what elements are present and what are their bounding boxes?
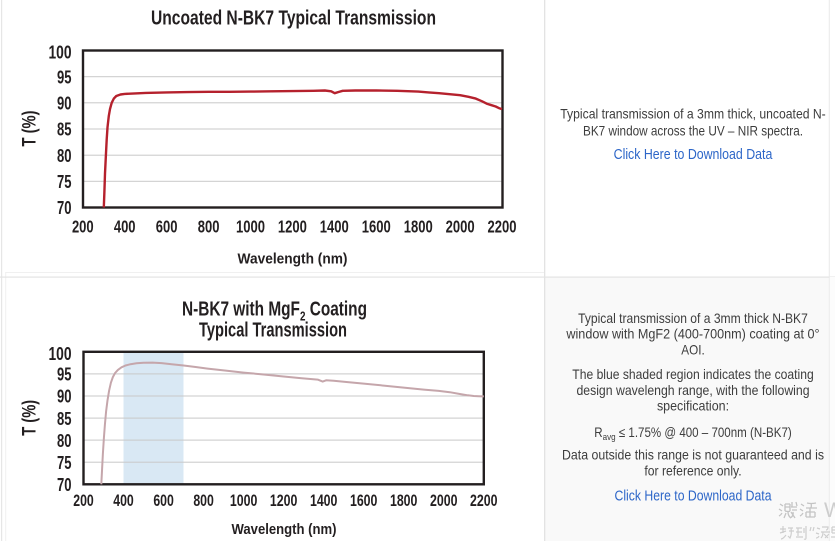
svg-text:85: 85 <box>57 120 72 140</box>
svg-text:2200: 2200 <box>488 217 517 237</box>
svg-text:90: 90 <box>57 94 72 114</box>
svg-text:70: 70 <box>57 198 72 218</box>
svg-text:400: 400 <box>114 217 136 237</box>
svg-text:85: 85 <box>57 409 72 429</box>
svg-text:Typical Transmission: Typical Transmission <box>199 320 347 342</box>
svg-text:200: 200 <box>73 491 94 510</box>
svg-text:1200: 1200 <box>278 217 307 237</box>
svg-text:Uncoated N-BK7 Typical Transmi: Uncoated N-BK7 Typical Transmission <box>151 8 436 30</box>
svg-text:100: 100 <box>49 43 72 63</box>
svg-text:1400: 1400 <box>320 217 349 237</box>
svg-text:Typical transmission of a 3mm: Typical transmission of a 3mm thick, unc… <box>560 106 826 122</box>
svg-text:BK7 window across the UV – NIR: BK7 window across the UV – NIR spectra. <box>583 123 803 139</box>
svg-text:100: 100 <box>49 344 72 364</box>
svg-text:1600: 1600 <box>350 491 378 510</box>
svg-text:Wavelength (nm): Wavelength (nm) <box>238 251 348 268</box>
svg-text:70: 70 <box>57 475 72 495</box>
svg-text:2000: 2000 <box>430 491 458 510</box>
svg-text:T (%): T (%) <box>20 400 41 436</box>
svg-text:window with MgF2 (400-700nm) c: window with MgF2 (400-700nm) coating at … <box>565 327 819 342</box>
svg-text:75: 75 <box>57 172 72 192</box>
svg-text:Click Here to Download Data: Click Here to Download Data <box>614 147 773 163</box>
svg-text:for reference only.: for reference only. <box>644 464 741 479</box>
svg-text:Ravg ≤ 1.75% @ 400 – 700nm (N-: Ravg ≤ 1.75% @ 400 – 700nm (N-BK7) <box>594 425 792 443</box>
svg-text:T (%): T (%) <box>20 111 41 147</box>
svg-text:1600: 1600 <box>362 217 391 237</box>
svg-text:Click Here to Download Data: Click Here to Download Data <box>615 489 773 505</box>
svg-text:95: 95 <box>57 365 72 385</box>
svg-text:80: 80 <box>57 146 72 166</box>
svg-text:800: 800 <box>193 491 214 510</box>
svg-text:The blue shaded region indicat: The blue shaded region indicates the coa… <box>572 367 813 382</box>
svg-text:95: 95 <box>57 67 72 87</box>
svg-text:1400: 1400 <box>310 491 338 510</box>
svg-text:90: 90 <box>57 387 72 407</box>
svg-text:80: 80 <box>57 431 72 451</box>
svg-text:1000: 1000 <box>236 217 265 237</box>
svg-text:400: 400 <box>113 491 134 510</box>
svg-text:600: 600 <box>153 491 174 510</box>
svg-text:Data outside this range is not: Data outside this range is not guarantee… <box>562 448 824 463</box>
svg-text:Typical transmission of a 3mm: Typical transmission of a 3mm thick N-BK… <box>578 311 808 326</box>
svg-text:600: 600 <box>156 217 178 237</box>
svg-text:N-BK7 with MgF2 Coating: N-BK7 with MgF2 Coating <box>182 299 367 324</box>
svg-text:1800: 1800 <box>390 491 418 510</box>
svg-text:specification:: specification: <box>657 399 729 414</box>
svg-text:2000: 2000 <box>446 217 475 237</box>
svg-text:800: 800 <box>198 217 220 237</box>
svg-text:Wavelength (nm): Wavelength (nm) <box>232 521 337 538</box>
svg-text:1800: 1800 <box>404 217 433 237</box>
svg-text:design wavelengh range, with t: design wavelengh range, with the followi… <box>576 383 809 398</box>
svg-text:75: 75 <box>57 453 72 473</box>
svg-text:W: W <box>824 499 835 522</box>
svg-text:AOI.: AOI. <box>681 343 704 358</box>
svg-text:200: 200 <box>72 217 94 237</box>
svg-text:2200: 2200 <box>470 491 498 510</box>
svg-text:1000: 1000 <box>230 491 258 510</box>
svg-text:1200: 1200 <box>270 491 298 510</box>
